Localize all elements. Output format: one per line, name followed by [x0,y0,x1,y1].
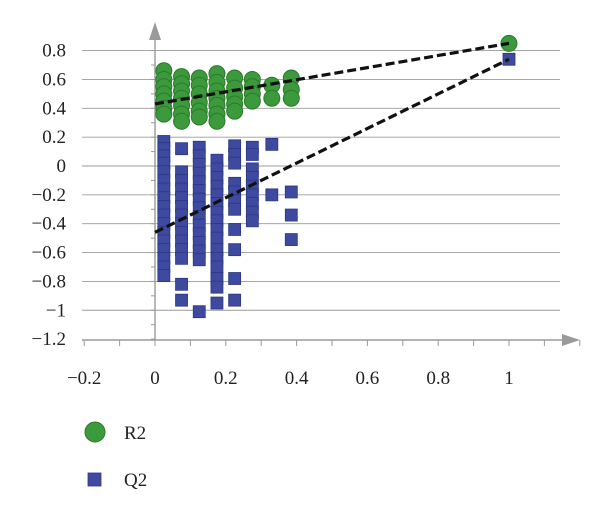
q2-point [210,260,224,274]
r2-point [173,112,191,130]
q2-point [228,243,242,257]
x-tick-label: 0.2 [214,368,238,389]
q2-point [284,185,298,199]
r2-point [208,112,226,130]
y-tick-label: 0.2 [42,127,66,148]
x-tick-label: 0.8 [426,368,450,389]
q2-point [175,251,188,265]
q2-point [284,233,298,246]
y-tick-label: −0.4 [32,214,67,235]
q2-regression-line [154,57,510,234]
y-tick-label: −0.8 [32,271,66,292]
q2-point [210,231,224,245]
q2-point [228,156,242,170]
q2-point [210,280,224,294]
q2-point [210,296,224,310]
legend: R2 Q2 [84,421,147,491]
r2-regression-line [154,41,510,106]
legend-r2-marker [84,421,106,443]
axes [82,22,581,346]
regression-lines [154,41,510,234]
y-tick-label: 0 [57,156,67,177]
y-tick-label: −0.2 [32,185,66,206]
x-tick-label: 0.6 [356,368,380,389]
q2-point [245,214,259,228]
r2-point [226,102,244,120]
q2-point [265,137,279,151]
q2-point [157,269,171,283]
y-tick-label: 0.6 [42,69,66,90]
x-tick-label: 0.4 [285,368,309,389]
q2-point [228,202,242,216]
y-tick-label: −0.6 [32,243,66,264]
x-axis-arrow [562,334,580,346]
q2-point [228,272,242,285]
q2-point [284,208,298,222]
y-axis-arrow [149,22,161,40]
q2-point [175,142,188,156]
legend-q2-label: Q2 [124,470,147,491]
q2-point [228,223,242,236]
r2-point [155,105,173,123]
r2-point [263,89,281,107]
legend-r2-label: R2 [124,423,146,444]
y-tick-label: −1 [46,300,66,321]
y-tick-label: 0.4 [42,98,66,119]
r2-point [282,89,300,107]
r2-point [243,92,261,110]
y-tick-label: 0.8 [42,41,66,62]
r2-point [190,108,208,126]
q2-point [175,293,188,307]
legend-q2-marker [87,472,102,487]
y-tick-label: −1.2 [32,329,66,350]
q2-point [265,188,279,202]
q2-point [245,148,259,161]
q2-point [228,293,242,307]
x-tick-label: 0 [150,368,160,389]
x-tick-label: −0.2 [67,368,101,389]
q2-point [175,277,188,291]
q2-point [192,253,206,267]
x-tick-label: 1 [504,368,514,389]
q2-point [192,305,206,319]
tick-labels: 0.80.60.40.20−0.2−0.4−0.6−0.8−1−1.2−0.2 0… [32,41,514,389]
